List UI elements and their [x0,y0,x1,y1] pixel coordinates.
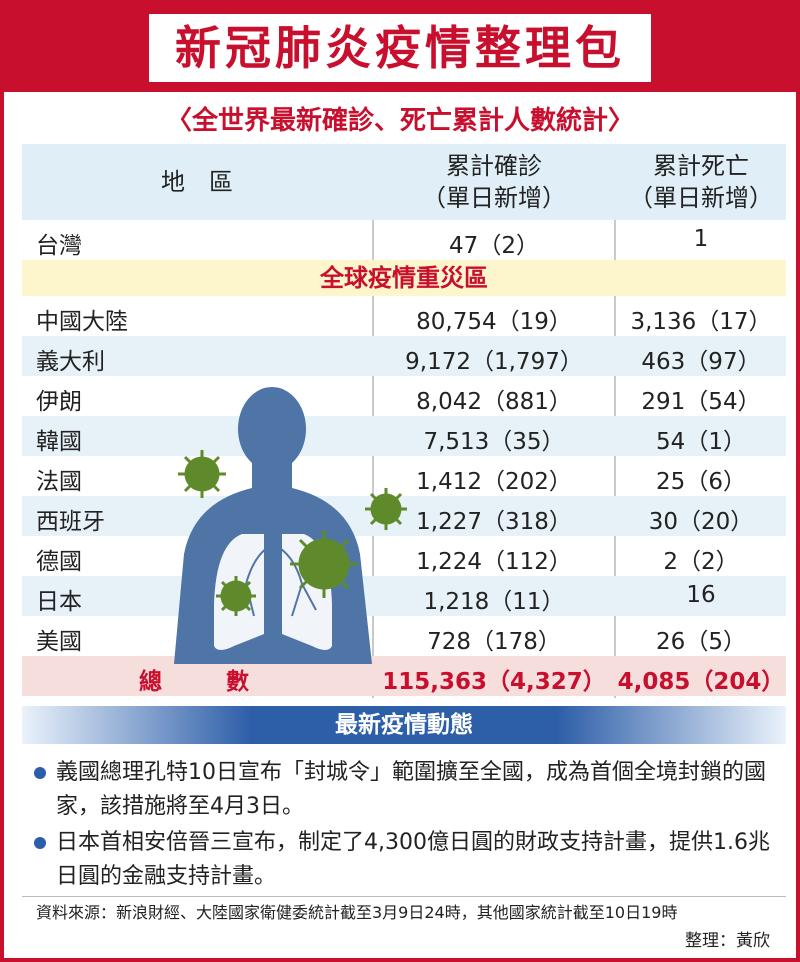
row-deaths: 3,136（17） [630,309,772,335]
row-confirmed: 1,412（202） [416,469,572,495]
table-row: 日本 1,218（11） 16 [22,576,786,616]
row-confirmed: 1,227（318） [416,509,572,535]
total-label: 總 數 [139,669,255,695]
row-region: 德國 [36,549,82,575]
total-confirmed: 115,363（4,327） [382,669,606,695]
page-title: 新冠肺炎疫情整理包 [149,14,651,82]
row-confirmed: 47（2） [449,233,539,259]
table-header: 地 區 累計確診 （單日新增） 累計死亡 （單日新增） [22,144,786,220]
row-confirmed: 8,042（881） [416,389,572,415]
row-region: 伊朗 [36,389,82,415]
header-deaths: 累計死亡 （單日新增） [616,144,786,220]
news-section-title: 最新疫情動態 [22,706,786,744]
row-confirmed: 1,224（112） [416,549,572,575]
news-text: 日本首相安倍晉三宣布，制定了4,300億日圓的財政支持計畫，提供1.6兆日圓的金… [56,830,770,889]
row-deaths: 25（6） [656,469,746,495]
table-row-total: 總 數 115,363（4,327） 4,085（204） [22,656,786,696]
row-region: 中國大陸 [36,309,128,335]
zone-label: 全球疫情重災區 [22,260,786,296]
header-deaths-title: 累計死亡 [653,152,749,180]
row-deaths: 30（20） [648,509,754,535]
table-row: 西班牙 1,227（318） 30（20） [22,496,786,536]
row-region: 西班牙 [36,509,105,535]
table-row: 美國 728（178） 26（5） [22,616,786,656]
header-region: 地 區 [161,168,233,196]
table-subtitle: 〈全世界最新確診、死亡累計人數統計〉 [165,106,634,136]
news-item: 日本首相安倍晉三宣布，制定了4,300億日圓的財政支持計畫，提供1.6兆日圓的金… [34,826,774,894]
bullet-icon [34,767,46,779]
table-row: 義大利 9,172（1,797） 463（97） [22,336,786,376]
row-confirmed: 9,172（1,797） [405,349,583,375]
news-list: 義國總理孔特10日宣布「封城令」範圍擴至全國，成為首個全境封鎖的國家，該措施將至… [34,756,774,896]
row-confirmed: 80,754（19） [416,309,572,335]
row-region: 台灣 [36,233,82,259]
table-row: 韓國 7,513（35） 54（1） [22,416,786,456]
row-deaths: 54（1） [656,429,746,455]
header-deaths-sub: （單日新增） [629,184,773,212]
table-row-taiwan: 台灣 47（2） 1 [22,220,786,260]
row-deaths: 1 [693,226,709,252]
table-row: 德國 1,224（112） 2（2） [22,536,786,576]
row-region: 美國 [36,629,82,655]
table-row: 伊朗 8,042（881） 291（54） [22,376,786,416]
row-region: 法國 [36,469,82,495]
news-item: 義國總理孔特10日宣布「封城令」範圍擴至全國，成為首個全境封鎖的國家，該措施將至… [34,756,774,824]
header-confirmed: 累計確診 （單日新增） [374,144,614,220]
divider [22,896,786,897]
statistics-table: 地 區 累計確診 （單日新增） 累計死亡 （單日新增） 台灣 47（2） 1 全球疫… [22,144,786,696]
header-confirmed-sub: （單日新增） [422,184,566,212]
row-region: 義大利 [36,349,105,375]
header-confirmed-title: 累計確診 [446,152,542,180]
header-banner: 新冠肺炎疫情整理包 [4,4,796,92]
data-source: 資料來源：新浪財經、大陸國家衛健委統計截至3月9日24時，其他國家統計截至10日… [36,903,678,922]
news-text: 義國總理孔特10日宣布「封城令」範圍擴至全國，成為首個全境封鎖的國家，該措施將至… [56,760,766,819]
row-confirmed: 728（178） [427,629,561,655]
row-deaths: 291（54） [641,389,761,415]
row-region: 韓國 [36,429,82,455]
row-region: 日本 [36,589,82,615]
total-deaths: 4,085（204） [617,669,785,695]
row-confirmed: 7,513（35） [423,429,565,455]
bullet-icon [34,837,46,849]
row-deaths: 26（5） [656,629,746,655]
row-deaths: 463（97） [641,349,761,375]
table-row: 法國 1,412（202） 25（6） [22,456,786,496]
row-deaths: 16 [686,582,716,608]
editor-credit: 整理：黃欣 [685,931,770,951]
row-confirmed: 1,218（11） [423,589,565,615]
row-deaths: 2（2） [663,549,739,575]
table-row: 中國大陸 80,754（19） 3,136（17） [22,296,786,336]
